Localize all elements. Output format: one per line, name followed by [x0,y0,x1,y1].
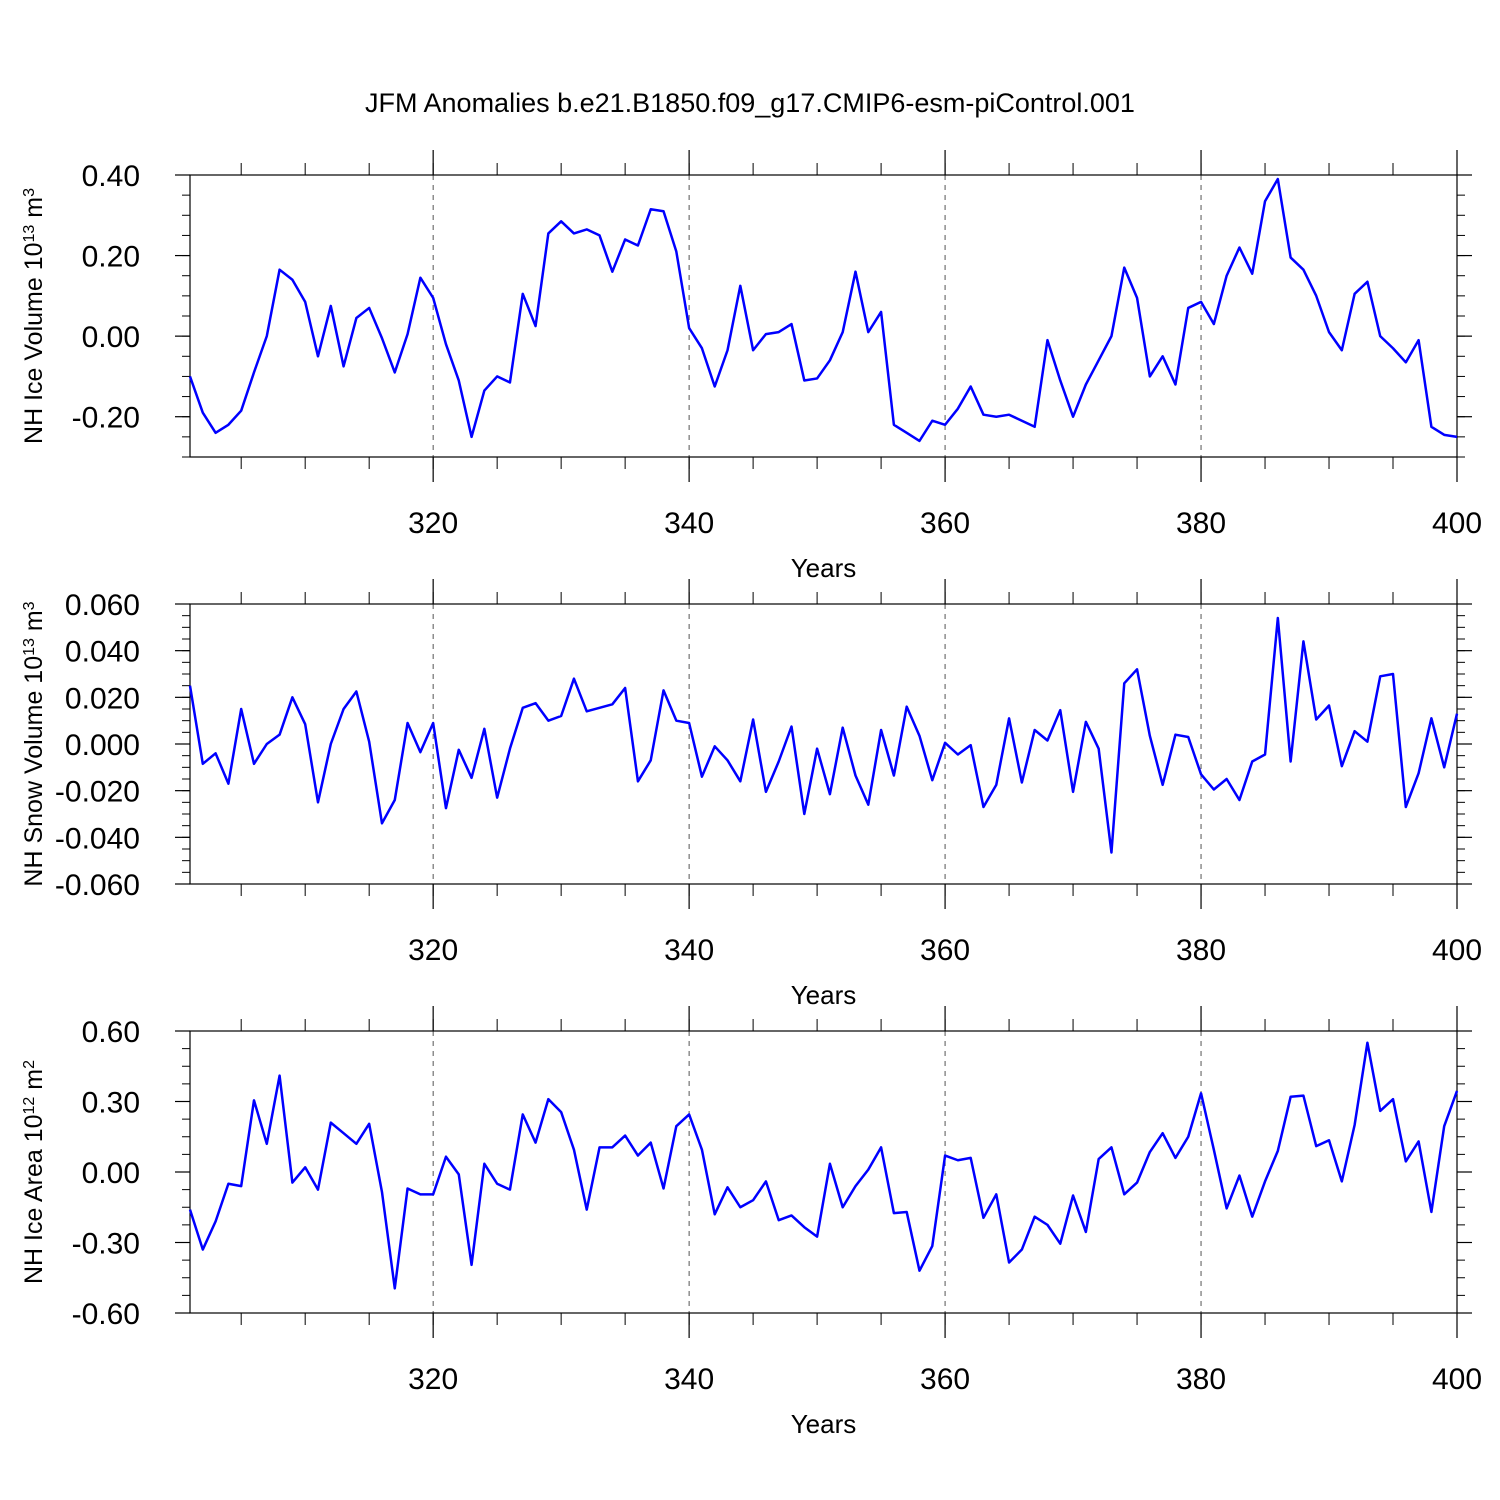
x-tick-label: 380 [1176,507,1226,540]
y-axis-label-part: m [20,610,48,638]
x-tick-label: 320 [408,1363,458,1396]
y-axis-label: NH Ice Volume 1013 m3 [20,188,48,444]
y-tick-label: 0.30 [82,1087,140,1120]
y-axis-label-part: 13 [21,225,38,243]
y-tick-label: 0.040 [65,636,140,669]
x-tick-label: 360 [920,934,970,967]
y-tick-label: 0.020 [65,682,140,715]
y-axis-label: NH Ice Area 1012 m2 [20,1060,48,1284]
x-tick-label: 400 [1432,507,1482,540]
y-axis-label-part: NH Ice Volume 10 [20,242,48,444]
y-tick-label: -0.040 [55,822,140,855]
y-tick-label: 0.60 [82,1016,140,1049]
panel: 320 340 360 380 400 -0.60 -0.30 0.00 0.30 0.60 Yea… [20,1006,1482,1439]
y-axis-label-part: 2 [21,1060,38,1069]
y-tick-label: 0.00 [82,321,140,354]
y-axis-label-part: 3 [21,601,38,610]
x-tick-label: 360 [920,507,970,540]
x-tick-label: 380 [1176,934,1226,967]
y-tick-label: -0.060 [55,869,140,902]
x-axis-label: Years [791,553,857,583]
y-tick-label: 0.20 [82,241,140,274]
y-axis-label-part: NH Ice Area 10 [20,1114,48,1284]
x-tick-label: 320 [408,507,458,540]
x-tick-label: 400 [1432,934,1482,967]
panel: 320 340 360 380 400 -0.060 -0.040 -0.020 0.000 0.… [20,579,1482,1010]
y-axis-label-part: 13 [21,638,38,656]
x-axis-label: Years [791,980,857,1010]
plot-frame [189,1030,1458,1314]
x-tick-label: 340 [664,1363,714,1396]
x-tick-label: 320 [408,934,458,967]
plot-frame [189,603,1458,885]
data-line [188,616,1459,854]
y-axis-label: NH Snow Volume 1013 m3 [20,601,48,886]
x-tick-label: 340 [664,934,714,967]
x-tick-label: 360 [920,1363,970,1396]
y-tick-label: -0.20 [72,402,140,435]
y-tick-label: -0.60 [72,1298,140,1331]
y-tick-label: 0.060 [65,589,140,622]
x-tick-label: 400 [1432,1363,1482,1396]
y-tick-label: 0.40 [82,160,140,193]
plot-frame [189,174,1458,458]
x-tick-label: 380 [1176,1363,1226,1396]
y-axis-label-part: 12 [21,1097,38,1115]
panel: 320 340 360 380 400 -0.20 0.00 0.20 0.40 Years NH … [20,150,1482,583]
y-tick-label: -0.30 [72,1228,140,1261]
y-axis-label-part: m [20,197,48,225]
y-axis-label-part: NH Snow Volume 10 [20,656,48,887]
figure-title: JFM Anomalies b.e21.B1850.f09_g17.CMIP6-… [365,88,1135,118]
x-axis-label: Years [791,1409,857,1439]
y-axis-label-part: m [20,1069,48,1097]
data-line [188,177,1458,443]
y-tick-label: 0.00 [82,1157,140,1190]
x-tick-label: 340 [664,507,714,540]
data-line [188,1041,1459,1290]
y-tick-label: -0.020 [55,776,140,809]
y-tick-label: 0.000 [65,729,140,762]
y-axis-label-part: 3 [21,188,38,197]
